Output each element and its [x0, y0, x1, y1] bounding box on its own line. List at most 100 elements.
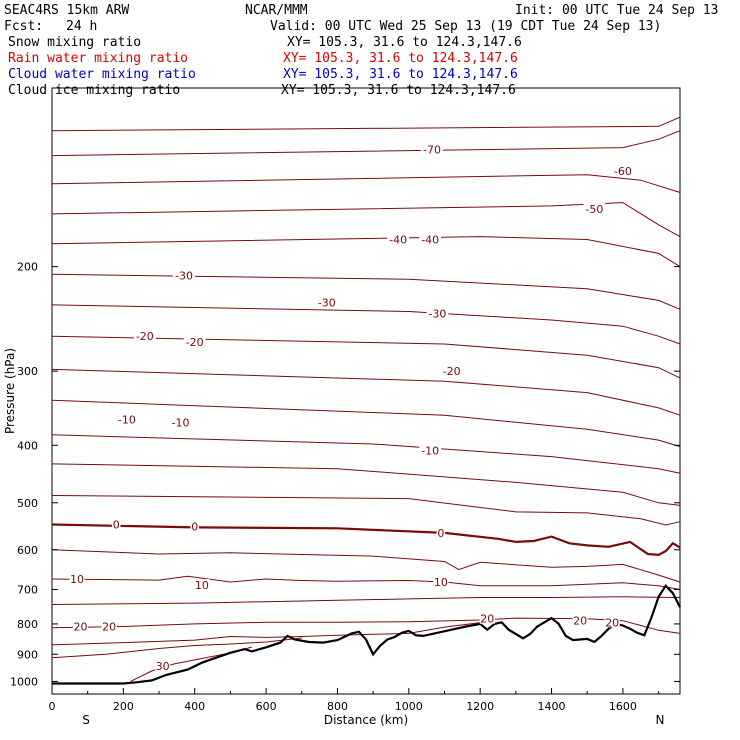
contour-label-11: -10: [118, 414, 136, 427]
contour-label-bg-19: [433, 576, 449, 587]
contour-labels: -70 -60 -50 -40 -40 -30 -30 -30 -20 -20 -20 -10 -10 -…: [69, 143, 634, 673]
contour-label-14: 0: [113, 519, 120, 532]
x-tick-label-1400: 1400: [538, 700, 566, 713]
isotherm--70-1: [51, 130, 681, 157]
contour-label-3: -40: [389, 234, 407, 247]
isotherm--10-10: [51, 434, 681, 474]
isotherm-0-12: [51, 495, 681, 526]
x-tick-label-200: 200: [113, 700, 134, 713]
contour-label-10: -20: [443, 365, 461, 378]
plot-frame: [51, 87, 681, 695]
x-tick-label-600: 600: [256, 700, 277, 713]
contour-label-bg-10: [440, 365, 463, 377]
contour-label-19: 10: [434, 576, 448, 589]
contour-label-6: -30: [318, 297, 336, 310]
contour-label-bg-15: [190, 520, 199, 532]
contour-label-bg-2: [583, 203, 606, 215]
isotherm--50-3: [51, 202, 681, 238]
contour-label-20: 20: [74, 621, 88, 634]
contour-label-bg-11: [116, 413, 138, 425]
contour-label-bg-3: [387, 233, 409, 245]
contour-label-bg-7: [426, 307, 449, 319]
fcst-label: Fcst:: [4, 19, 43, 34]
isotherm-20-18: [51, 622, 481, 646]
contour-label-2: -50: [585, 203, 603, 216]
contour-label-18: 10: [195, 579, 209, 592]
contour-label-1: -60: [614, 165, 632, 178]
isotherm-20-17: [51, 617, 681, 634]
contour-label-bg-18: [194, 579, 210, 590]
y-tick-label-1000: 1000: [10, 675, 38, 688]
contour-label-12: -10: [172, 416, 190, 429]
isotherm--30-6: [51, 304, 681, 345]
center-title: NCAR/MMM: [245, 3, 308, 18]
contour-label-9: -20: [186, 336, 204, 349]
contour-label-8: -20: [136, 330, 154, 343]
x-axis: 0 200 400 600 800 1000 1200 1400 1600: [49, 688, 660, 713]
contour-label-bg-4: [419, 233, 442, 245]
x-endpoint-north: N: [656, 713, 665, 727]
y-axis-label: Pressure (hPa): [3, 348, 17, 434]
contour-label-bg-25: [155, 660, 171, 671]
model-title: SEAC4RS 15km ARW: [4, 3, 129, 18]
contour-label-bg-8: [133, 330, 156, 342]
init-time: Init: 00 UTC Tue 24 Sep 13: [515, 3, 719, 18]
contour-label-bg-16: [436, 526, 446, 538]
contour-label-25: 30: [156, 660, 170, 673]
contour-label-23: 20: [573, 615, 587, 628]
contour-label-17: 10: [70, 573, 84, 586]
x-tick-label-1600: 1600: [609, 700, 637, 713]
y-tick-label-800: 800: [17, 618, 38, 631]
contour-label-24: 20: [605, 616, 619, 629]
contour-label-bg-23: [572, 614, 588, 626]
isotherm--30-5: [51, 273, 681, 310]
contour-label-bg-20: [72, 620, 89, 632]
isotherm--10-11: [51, 463, 681, 506]
contour-label-bg-0: [421, 143, 443, 155]
contour-label-bg-13: [419, 444, 442, 456]
isotherm--60-2: [51, 174, 681, 193]
isotherm--10-9: [51, 399, 681, 448]
legend-label-snow: Snow mixing ratio: [8, 35, 141, 50]
contour-label-bg-17: [69, 573, 85, 584]
contour-label-bg-22: [479, 612, 495, 624]
contour-label-15: 0: [191, 520, 198, 533]
legend-xy-rain: XY= 105.3, 31.6 to 124.3,147.6: [283, 51, 518, 66]
contour-label-bg-21: [101, 620, 117, 632]
isotherm-10-15: [51, 575, 681, 590]
y-tick-label-500: 500: [17, 497, 38, 510]
contour-label-5: -30: [175, 270, 193, 283]
contour-label-4: -40: [421, 234, 439, 247]
contour-label-bg-12: [169, 416, 192, 428]
contour-label-bg-14: [111, 518, 121, 530]
contour-label-bg-5: [173, 269, 195, 281]
x-tick-label-0: 0: [49, 700, 56, 713]
y-tick-label-400: 400: [17, 439, 38, 452]
legend-label-cloud-ice: Cloud ice mixing ratio: [8, 83, 180, 98]
x-tick-label-1000: 1000: [395, 700, 423, 713]
isotherm--80-0: [51, 116, 681, 132]
legend-xy-cloud-ice: XY= 105.3, 31.6 to 124.3,147.6: [281, 83, 516, 98]
contour-label-bg-24: [604, 616, 620, 628]
isotherm-10-16: [51, 596, 681, 605]
y-tick-label-700: 700: [17, 584, 38, 597]
y-tick-label-300: 300: [17, 365, 38, 378]
legend-xy-cloud-water: XY= 105.3, 31.6 to 124.3,147.6: [283, 67, 518, 82]
temperature-contours: [51, 116, 681, 682]
legend-xy-snow: XY= 105.3, 31.6 to 124.3,147.6: [287, 35, 522, 50]
contour-label-7: -30: [428, 308, 446, 321]
contour-label-bg-9: [183, 336, 206, 348]
x-tick-label-400: 400: [184, 700, 205, 713]
contour-label-22: 20: [480, 613, 494, 626]
legend-label-rain: Rain water mixing ratio: [8, 51, 188, 66]
x-endpoint-south: S: [82, 713, 90, 727]
contour-label-0: -70: [423, 144, 441, 157]
isotherm-30-19: [51, 637, 302, 659]
fcst-value: 24 h: [66, 19, 97, 34]
contour-label-21: 20: [102, 621, 116, 634]
y-tick-label-200: 200: [17, 261, 38, 274]
valid-time: Valid: 00 UTC Wed 25 Sep 13 (19 CDT Tue …: [270, 19, 661, 34]
x-tick-label-800: 800: [327, 700, 348, 713]
